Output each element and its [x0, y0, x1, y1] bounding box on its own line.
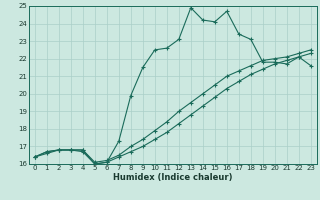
X-axis label: Humidex (Indice chaleur): Humidex (Indice chaleur)	[113, 173, 233, 182]
